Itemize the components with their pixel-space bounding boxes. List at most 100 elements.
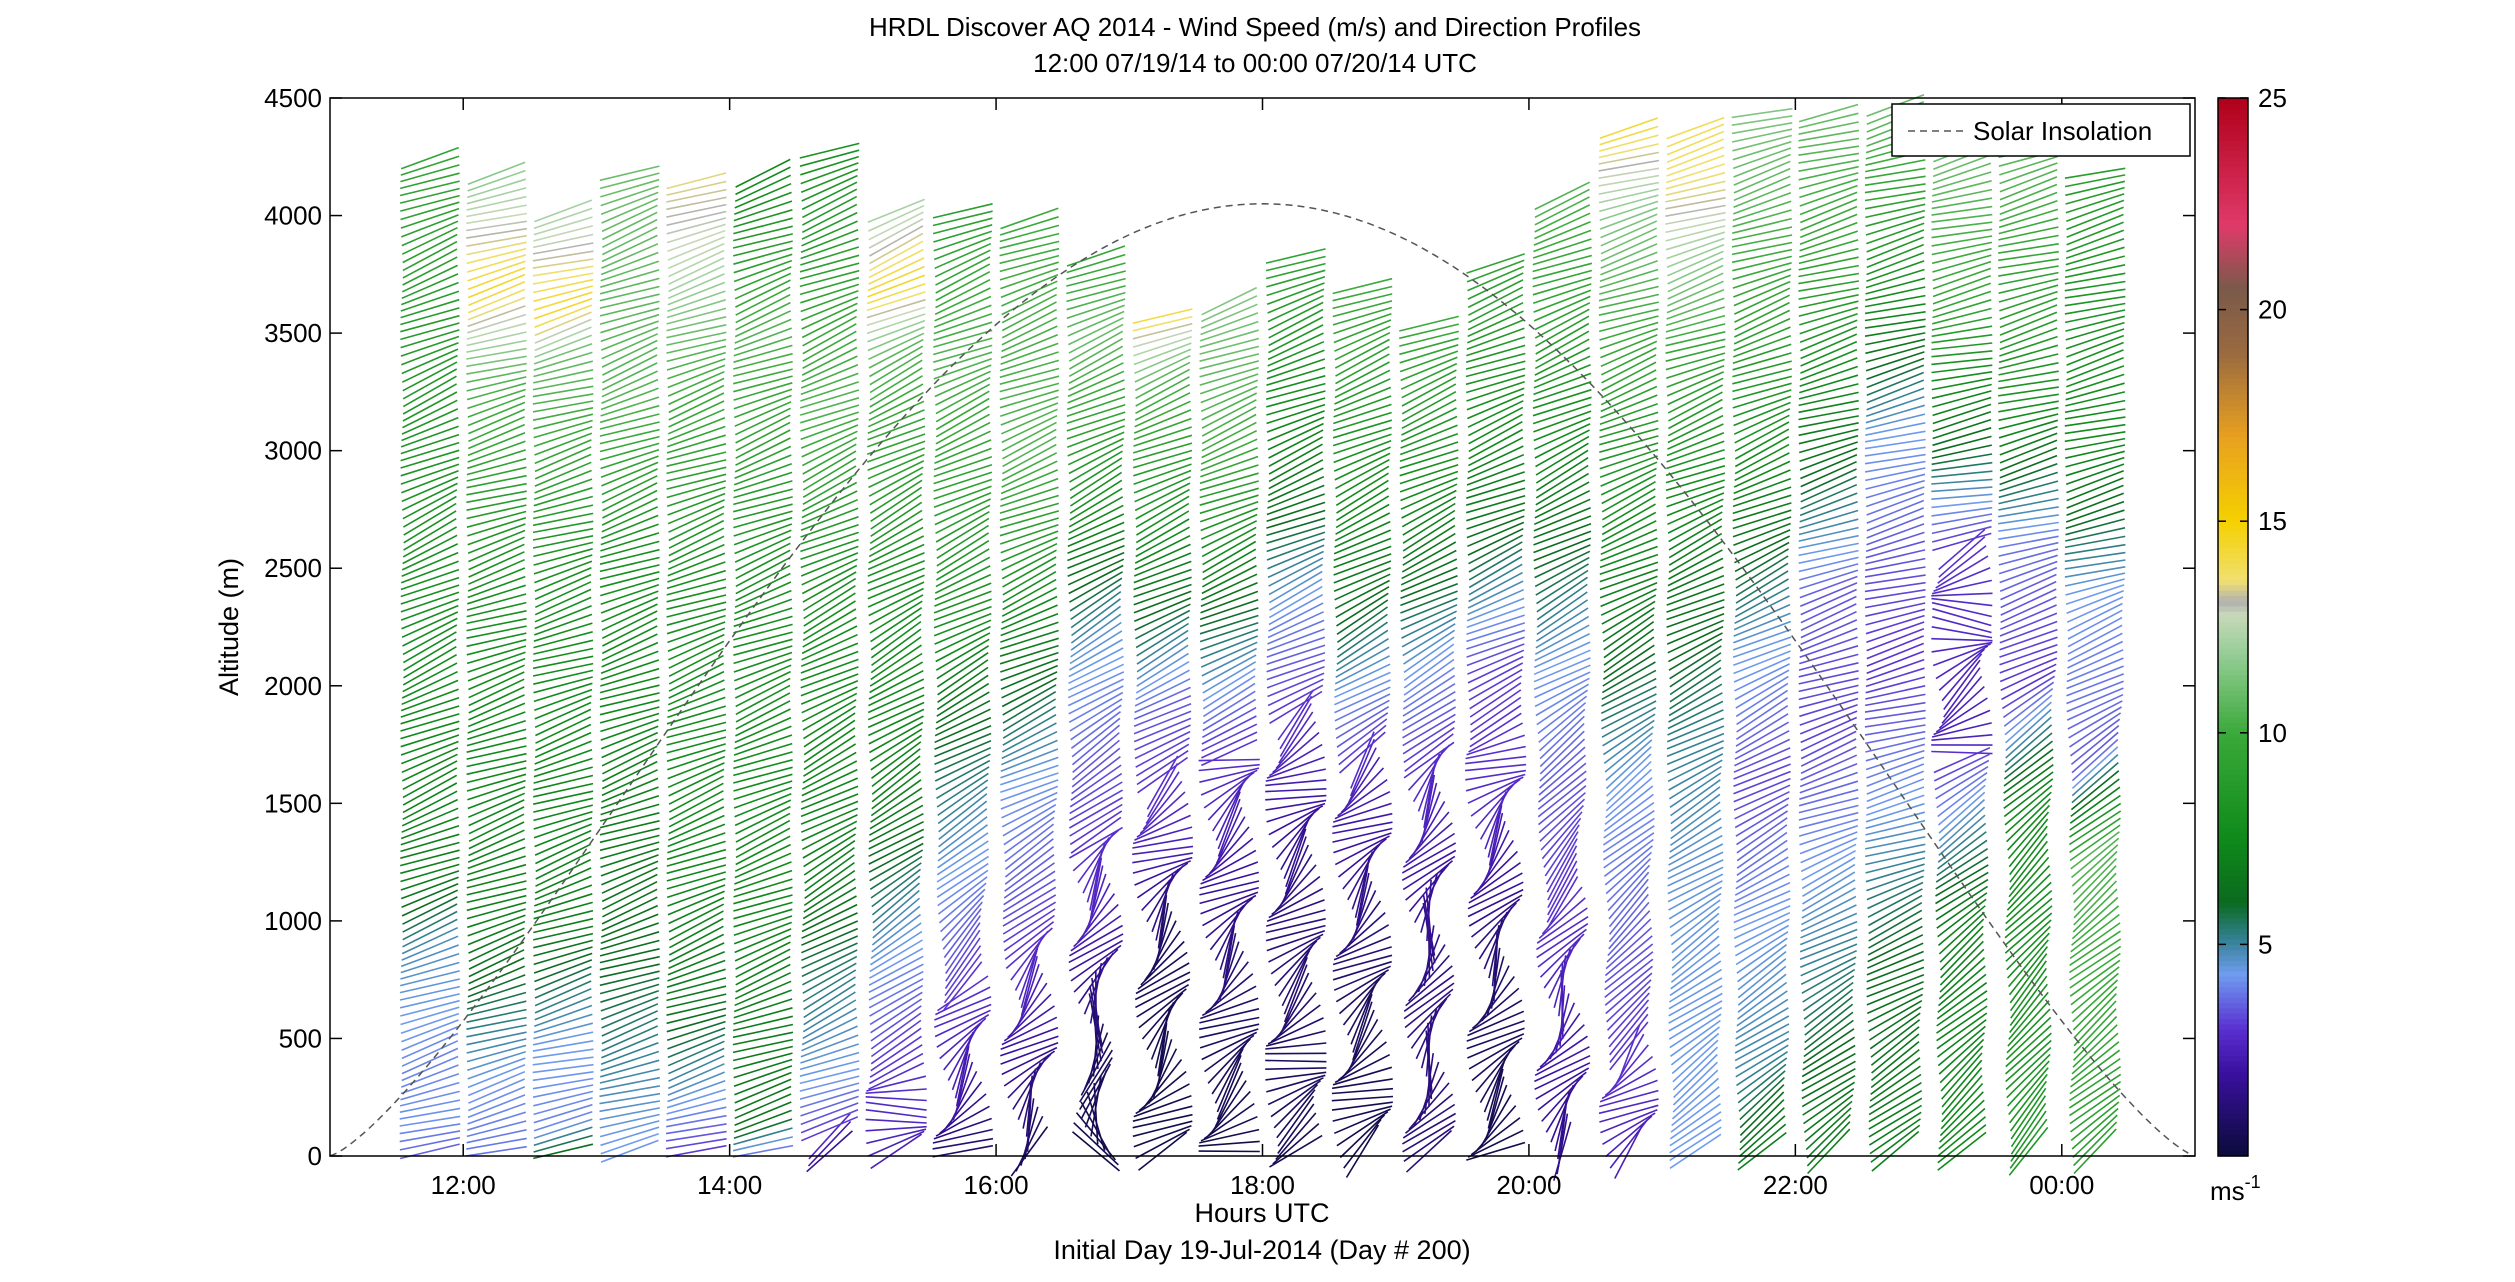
wind-barb bbox=[1667, 406, 1723, 437]
wind-barb bbox=[1269, 690, 1323, 724]
wind-barb bbox=[1089, 857, 1103, 919]
wind-barb bbox=[533, 487, 593, 507]
wind-barb bbox=[1135, 1083, 1190, 1115]
wind-barb bbox=[466, 504, 527, 520]
wind-barb bbox=[1733, 905, 1791, 931]
wind-barb bbox=[1598, 159, 1660, 172]
wind-barb bbox=[1932, 260, 1992, 282]
wind-profile-22 bbox=[1864, 94, 1926, 1172]
wind-barb bbox=[599, 172, 660, 190]
wind-barb bbox=[1798, 653, 1859, 671]
colorbar-segment bbox=[2218, 579, 2248, 586]
wind-barb bbox=[869, 728, 923, 762]
wind-barb bbox=[1601, 706, 1657, 738]
wind-barb bbox=[2068, 706, 2122, 739]
wind-barb bbox=[866, 298, 926, 319]
wind-barb bbox=[2069, 952, 2121, 989]
wind-barb bbox=[1200, 590, 1259, 614]
wind-barb bbox=[1468, 406, 1524, 437]
wind-barb bbox=[1000, 739, 1058, 766]
wind-barb bbox=[599, 165, 660, 182]
wind-barb bbox=[1069, 803, 1123, 837]
colorbar-segment bbox=[2218, 1034, 2248, 1041]
wind-barb bbox=[871, 748, 921, 788]
wind-barb bbox=[865, 1096, 927, 1102]
colorbar-segment bbox=[2218, 552, 2248, 559]
wind-barb bbox=[1200, 385, 1258, 413]
wind-barb bbox=[468, 408, 526, 435]
wind-barb bbox=[533, 893, 593, 913]
wind-barb bbox=[1000, 785, 1059, 810]
wind-barb bbox=[1605, 777, 1653, 819]
wind-barb bbox=[2071, 905, 2120, 946]
wind-barb bbox=[533, 426, 593, 448]
wind-barb bbox=[1545, 1079, 1579, 1133]
wind-barb bbox=[943, 961, 983, 1011]
wind-barb bbox=[871, 755, 921, 795]
wind-barb bbox=[1000, 408, 1058, 435]
wind-barb bbox=[1546, 838, 1578, 893]
wind-barb bbox=[999, 216, 1059, 236]
wind-barb bbox=[533, 676, 593, 694]
wind-barb bbox=[1665, 171, 1726, 190]
wind-barb bbox=[2064, 272, 2126, 285]
wind-barb bbox=[2006, 798, 2051, 843]
wind-barb bbox=[733, 1052, 793, 1070]
wind-barb bbox=[1733, 747, 1791, 773]
wind-barb bbox=[2065, 444, 2126, 459]
wind-barb bbox=[1668, 683, 1723, 717]
wind-barb bbox=[1266, 501, 1326, 522]
wind-barb bbox=[935, 405, 990, 438]
wind-barb bbox=[870, 493, 922, 530]
wind-barb bbox=[2003, 740, 2053, 780]
wind-barb bbox=[733, 607, 793, 628]
wind-barb bbox=[1333, 832, 1392, 854]
wind-barb bbox=[1532, 283, 1592, 305]
wind-barb bbox=[2065, 456, 2125, 477]
wind-barb bbox=[1735, 548, 1789, 581]
colorbar-segment bbox=[2218, 410, 2248, 416]
wind-barb bbox=[1798, 563, 1859, 581]
wind-barb bbox=[801, 903, 858, 933]
wind-barb bbox=[668, 519, 725, 549]
wind-barb bbox=[1870, 1048, 1920, 1089]
wind-profile-10 bbox=[1066, 245, 1126, 1172]
colorbar-segment bbox=[2218, 954, 2248, 961]
wind-barb bbox=[1941, 653, 1983, 702]
wind-barb bbox=[1271, 807, 1320, 849]
wind-barb bbox=[801, 302, 858, 330]
wind-barb bbox=[2064, 174, 2126, 188]
wind-barb bbox=[2073, 1016, 2118, 1061]
wind-barb bbox=[1734, 1015, 1790, 1047]
wind-barb bbox=[1670, 943, 1720, 983]
wind-profile-24 bbox=[1998, 130, 2059, 1176]
wind-barb bbox=[803, 833, 856, 868]
wind-barb bbox=[399, 1090, 460, 1107]
wind-barb bbox=[1734, 301, 1790, 331]
wind-barb bbox=[867, 694, 925, 721]
wind-barb bbox=[1733, 287, 1791, 315]
wind-barb bbox=[467, 281, 526, 307]
wind-barb bbox=[803, 727, 856, 763]
wind-barb bbox=[802, 315, 857, 347]
wind-barb bbox=[1733, 603, 1791, 631]
wind-barb bbox=[1539, 798, 1586, 842]
wind-barb bbox=[402, 526, 457, 558]
wind-barb bbox=[1468, 428, 1523, 460]
wind-barb bbox=[1216, 1062, 1242, 1120]
wind-barb bbox=[1866, 763, 1925, 787]
wind-barb bbox=[2001, 675, 2056, 710]
wind-barb bbox=[466, 760, 527, 776]
wind-barb bbox=[467, 965, 526, 992]
wind-barb bbox=[868, 338, 924, 369]
wind-barb bbox=[400, 1012, 460, 1034]
wind-barb bbox=[735, 827, 791, 859]
wind-barb bbox=[467, 1057, 526, 1080]
wind-barb bbox=[1470, 861, 1521, 899]
wind-barb bbox=[667, 884, 726, 907]
wind-barb bbox=[1200, 582, 1258, 608]
wind-barb bbox=[1932, 299, 1992, 319]
wind-barb bbox=[869, 232, 924, 265]
wind-barb bbox=[1533, 229, 1592, 253]
wind-barb bbox=[2064, 437, 2126, 451]
